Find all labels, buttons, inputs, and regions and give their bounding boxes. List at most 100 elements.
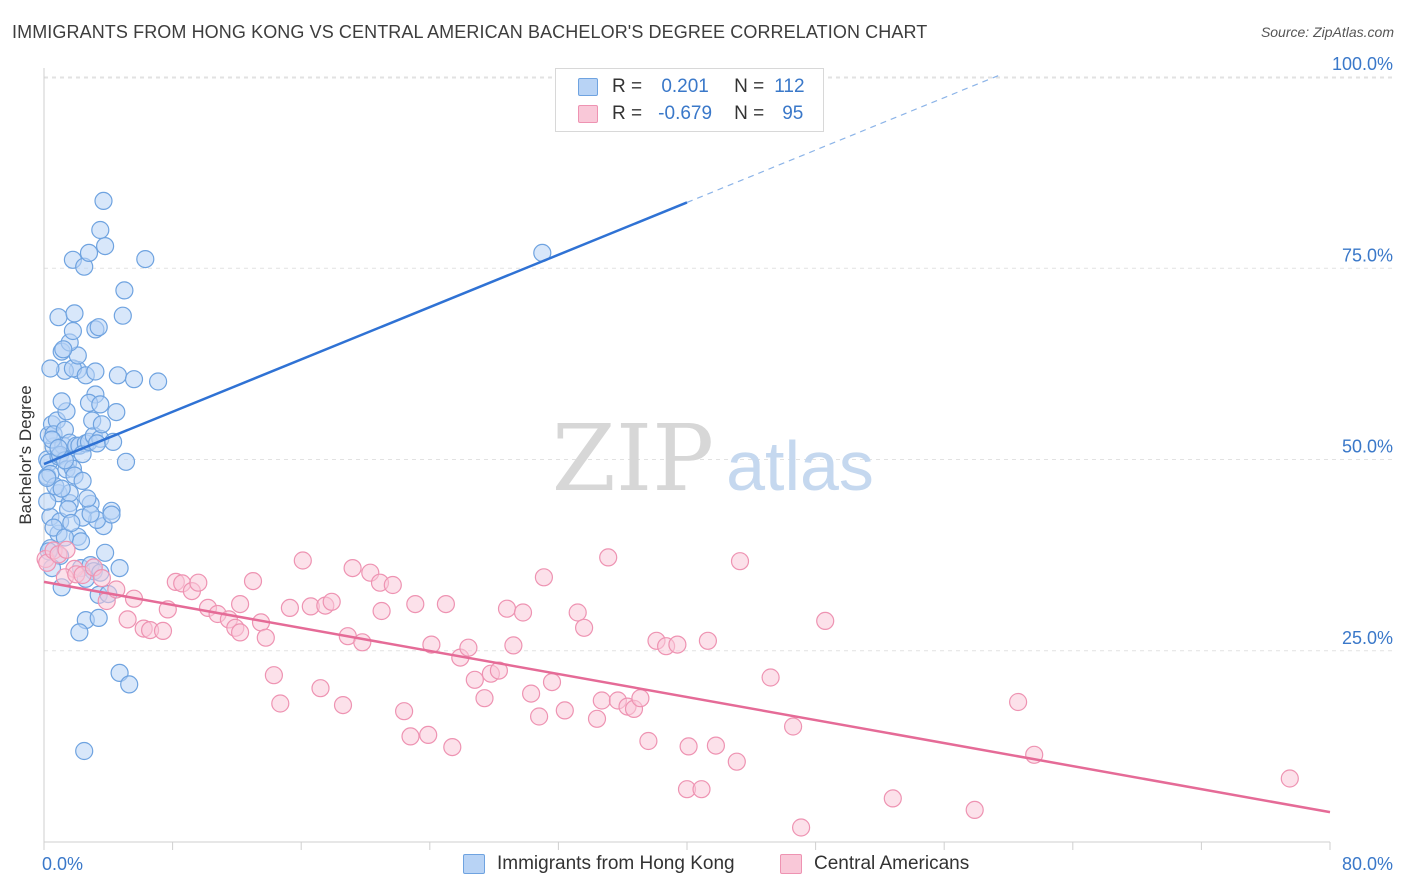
central-american-point	[679, 737, 698, 756]
hong-kong-point	[115, 281, 134, 300]
central-american-point	[542, 672, 562, 692]
hong-kong-point	[91, 220, 110, 240]
central-american-point	[343, 558, 362, 578]
central-american-point	[311, 679, 330, 698]
trend-lines	[43, 74, 1331, 814]
central-american-point	[465, 670, 484, 689]
hong-kong-point	[62, 513, 81, 533]
central-american-point	[383, 575, 402, 595]
legend-swatch-blue	[463, 854, 485, 874]
central-american-point	[816, 611, 835, 631]
central-american-point	[529, 707, 549, 726]
hong-kong-point	[78, 489, 97, 508]
hong-kong-point	[102, 505, 121, 524]
hong-kong-point	[38, 492, 57, 511]
central-american-point	[459, 638, 478, 657]
x-tick-label: 80.0%	[1342, 854, 1393, 874]
hong-kong-point	[94, 191, 113, 210]
hong-kong-point	[136, 250, 155, 269]
hong-kong-point	[95, 237, 115, 256]
central-american-point	[730, 552, 750, 571]
central-american-point	[513, 603, 533, 622]
hong-kong-point	[49, 438, 68, 458]
y-tick-label: 75.0%	[1342, 245, 1393, 265]
hong-kong-point	[108, 366, 128, 385]
central-american-point	[592, 691, 611, 710]
central-american-point	[264, 666, 283, 685]
central-american-point	[293, 551, 312, 570]
hong-kong-point	[63, 321, 83, 341]
hong-kong-point	[116, 452, 136, 471]
central-american-point	[692, 780, 711, 799]
hong-kong-point	[95, 543, 115, 562]
gridlines	[44, 76, 1395, 652]
hong-kong-point	[41, 359, 60, 378]
central-american-point	[574, 618, 594, 637]
central-american-point	[791, 818, 811, 837]
hong-kong-point	[120, 675, 139, 694]
central-american-point	[475, 689, 494, 708]
central-american-trend-line	[43, 580, 1331, 814]
central-american-point	[668, 635, 687, 654]
legend-swatch-pink	[780, 854, 802, 874]
legend-n-value: 112	[774, 76, 805, 97]
hong-kong-point	[89, 318, 108, 337]
hong-kong-point	[81, 504, 100, 523]
central-american-point	[231, 623, 250, 642]
hong-kong-point	[54, 340, 73, 359]
watermark-zip: ZIP	[552, 405, 714, 512]
central-american-point	[587, 709, 607, 728]
legend-item-hong-kong: Immigrants from Hong Kong	[463, 852, 735, 876]
hong-kong-trend-extension	[686, 74, 1001, 204]
chart-title: IMMIGRANTS FROM HONG KONG VS CENTRAL AME…	[12, 22, 928, 42]
watermark-atlas: atlas	[726, 427, 874, 505]
central-american-point	[419, 725, 438, 745]
central-american-point	[406, 594, 425, 614]
central-american-point	[243, 571, 263, 591]
legend-row-central-americans: R = -0.679 N = 95	[578, 101, 803, 127]
central-american-point	[883, 789, 902, 808]
central-american-point	[92, 568, 112, 588]
central-american-point	[727, 752, 746, 771]
central-american-point	[639, 731, 658, 751]
y-tick-label: 25.0%	[1342, 628, 1393, 648]
central-american-point	[965, 800, 984, 820]
central-american-point	[555, 701, 574, 720]
legend-n-label: N =	[734, 76, 765, 97]
central-american-point	[1008, 692, 1028, 712]
hong-kong-point	[75, 741, 94, 761]
central-american-point	[322, 592, 341, 611]
legend-r-label: R =	[612, 76, 643, 97]
central-american-point	[401, 727, 420, 746]
legend-label-hong-kong: Immigrants from Hong Kong	[497, 853, 735, 874]
central-american-point	[443, 737, 462, 757]
central-american-point	[504, 636, 523, 655]
hong-kong-point	[52, 479, 71, 498]
central-american-point	[189, 573, 208, 592]
central-american-point	[706, 736, 726, 755]
central-american-point	[118, 610, 137, 629]
legend-r-value: 0.201	[661, 76, 709, 97]
legend-n-label: N =	[734, 103, 765, 124]
central-american-point	[631, 689, 650, 708]
central-american-point	[231, 594, 250, 614]
central-american-point	[280, 598, 299, 618]
hong-kong-point	[65, 304, 84, 323]
hong-kong-trend-line	[43, 201, 688, 466]
central-american-point	[271, 694, 290, 713]
x-tick-label: 0.0%	[42, 854, 83, 874]
data-points	[36, 191, 1299, 837]
hong-kong-point	[113, 306, 132, 325]
watermark: ZIP atlas	[552, 405, 874, 512]
central-american-point	[599, 548, 618, 567]
hong-kong-point	[92, 415, 112, 434]
central-american-point	[783, 717, 803, 736]
y-tick-label: 50.0%	[1342, 437, 1393, 457]
hong-kong-point	[73, 471, 92, 490]
central-american-point	[422, 635, 441, 654]
hong-kong-point	[70, 623, 89, 642]
central-american-point	[761, 668, 780, 687]
hong-kong-point	[52, 392, 71, 411]
hong-kong-point	[49, 308, 68, 327]
central-american-point	[353, 633, 372, 652]
